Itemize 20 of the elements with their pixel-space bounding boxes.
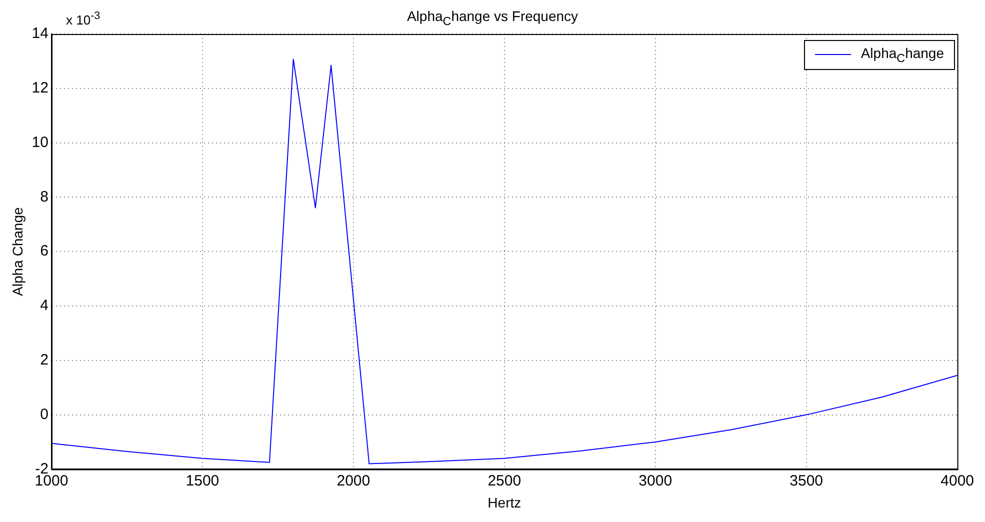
x-tick-label: 3000	[638, 472, 672, 490]
y-tick-label: 0	[40, 406, 48, 423]
y-axis-title: Alpha Change	[9, 207, 26, 296]
chart-title: Alpha$_{C}$hange vs Frequency	[406, 8, 578, 28]
x-tick-label: 2000	[336, 472, 370, 490]
y-tick-label: 4	[40, 297, 48, 314]
x-tick-label: 2500	[488, 472, 522, 490]
x-tick-label: 1500	[186, 472, 220, 490]
y-tick-label: 6	[40, 242, 48, 260]
x-tick-label: 4000	[940, 472, 974, 490]
y-tick-label: 14	[32, 25, 48, 42]
y-tick-label: 10	[32, 134, 48, 151]
legend-label: Alpha$_{C}$hange	[860, 45, 944, 65]
x-tick-label: 3500	[790, 472, 824, 490]
x-axis-title: Hertz	[488, 494, 522, 510]
text: x 10$^{-3}$	[66, 10, 100, 28]
y-tick-label: 12	[32, 80, 48, 97]
x-tick-label: 1000	[34, 472, 68, 490]
y-tick-label: 2	[40, 352, 48, 369]
y-tick-label: 8	[40, 188, 48, 206]
